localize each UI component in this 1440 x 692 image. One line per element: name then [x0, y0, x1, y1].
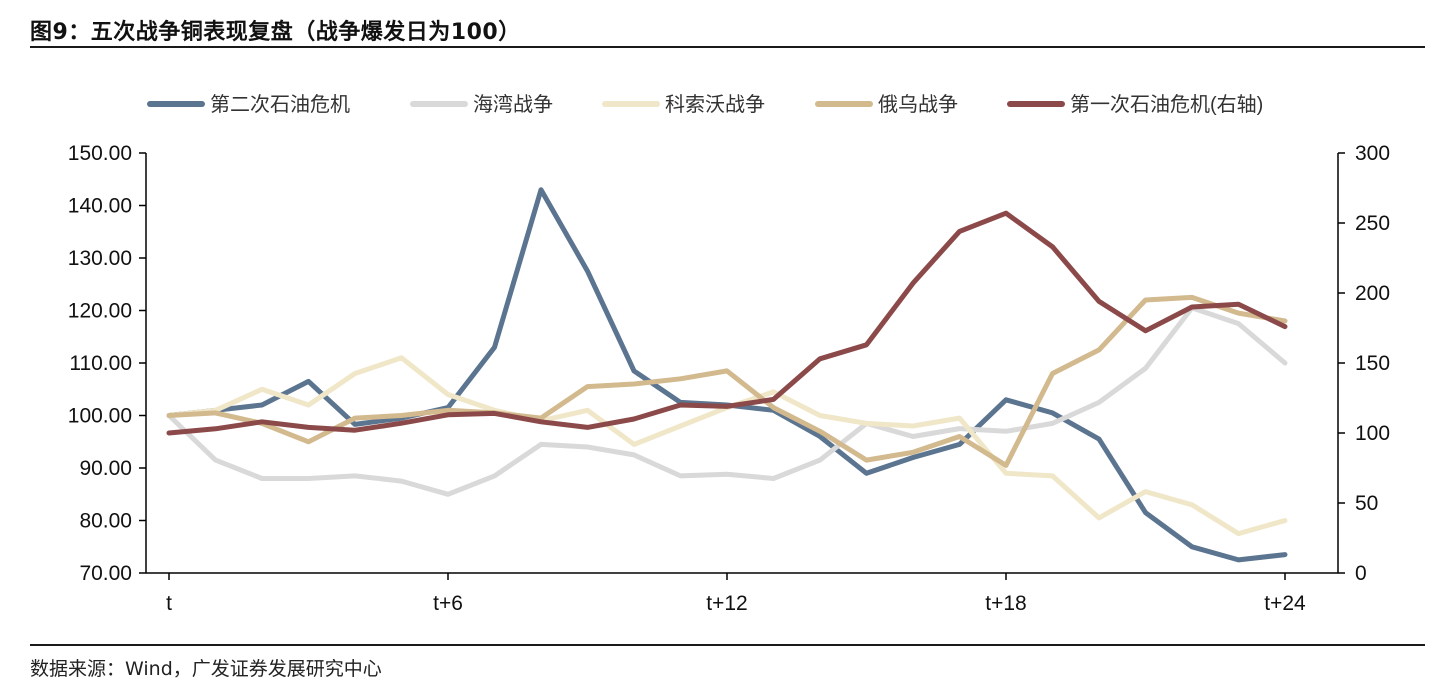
source-note: 数据来源：Wind，广发证券发展研究中心 [30, 658, 382, 680]
legend-label-1: 第二次石油危机 [210, 93, 350, 116]
right-tick-label: 0 [1355, 562, 1367, 585]
left-tick-label: 140.00 [68, 195, 132, 218]
x-tick-label: t+6 [433, 592, 463, 615]
x-tick-label: t [166, 592, 172, 615]
series-line-3 [166, 355, 1288, 537]
source-divider [30, 644, 1425, 646]
left-tick-label: 100.00 [68, 405, 132, 428]
left-tick-label: 150.00 [68, 142, 132, 165]
series-line-5 [166, 210, 1288, 436]
right-tick-label: 300 [1355, 142, 1390, 165]
x-tick-label: t+24 [1264, 592, 1306, 615]
left-tick-label: 110.00 [69, 352, 132, 375]
series-line-2 [166, 305, 1288, 497]
series-line-1 [166, 187, 1288, 563]
left-tick-label: 80.00 [79, 510, 132, 533]
right-tick-label: 250 [1355, 212, 1390, 235]
series-line-4 [166, 294, 1288, 468]
left-tick-label: 130.00 [68, 247, 132, 270]
left-tick-label: 70.00 [79, 562, 132, 585]
legend-label-3: 科索沃战争 [665, 93, 765, 116]
legend-label-2: 海湾战争 [473, 93, 553, 116]
title-bar: 图9：五次战争铜表现复盘（战争爆发日为100） [30, 10, 1425, 48]
line-chart: 70.00 80.00 90.00 100.00 110.00 120.00 130.00 1… [68, 93, 1390, 615]
right-tick-label: 50 [1355, 492, 1378, 515]
right-tick-label: 200 [1355, 282, 1390, 305]
chart-area: 70.00 80.00 90.00 100.00 110.00 120.00 130.00 1… [0, 60, 1440, 635]
left-tick-label: 90.00 [79, 457, 132, 480]
x-tick-label: t+18 [985, 592, 1026, 615]
legend-label-5: 第一次石油危机(右轴) [1070, 93, 1263, 116]
x-tick-label: t+12 [706, 592, 747, 615]
right-tick-label: 100 [1355, 422, 1390, 445]
page-title: 图9：五次战争铜表现复盘（战争爆发日为100） [30, 20, 521, 45]
right-tick-label: 150 [1355, 352, 1390, 375]
left-tick-label: 120.00 [68, 300, 132, 323]
legend-label-4: 俄乌战争 [878, 93, 958, 116]
